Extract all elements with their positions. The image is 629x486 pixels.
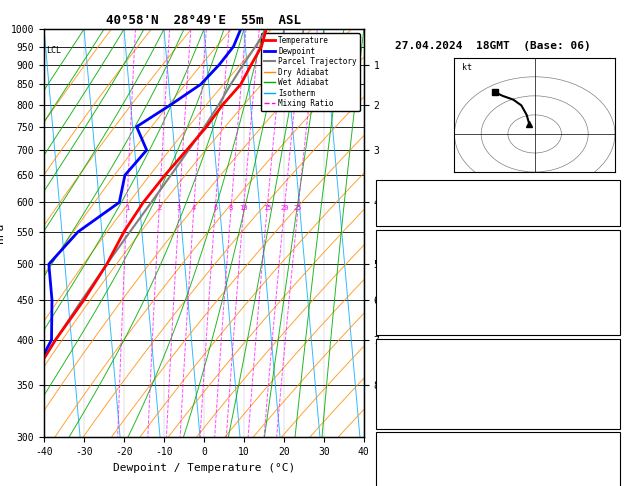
Text: LCL: LCL: [46, 46, 61, 54]
Text: 0: 0: [610, 414, 616, 424]
Text: Pressure (mb): Pressure (mb): [379, 356, 461, 365]
Text: CAPE (J): CAPE (J): [379, 306, 430, 315]
Text: kt: kt: [462, 64, 472, 72]
Text: 4: 4: [610, 183, 616, 192]
Text: 15.6: 15.6: [591, 247, 616, 257]
Y-axis label: km
ASL: km ASL: [396, 233, 413, 255]
Text: 4: 4: [192, 205, 196, 211]
Legend: Temperature, Dewpoint, Parcel Trajectory, Dry Adiabat, Wet Adiabat, Isotherm, Mi: Temperature, Dewpoint, Parcel Trajectory…: [261, 33, 360, 111]
Text: CIN (J): CIN (J): [379, 320, 423, 330]
Text: 20: 20: [280, 205, 289, 211]
Text: 313: 313: [598, 370, 616, 380]
Y-axis label: hPa: hPa: [0, 223, 5, 243]
Text: 27.04.2024  18GMT  (Base: 06): 27.04.2024 18GMT (Base: 06): [396, 41, 591, 52]
Title: 40°58'N  28°49'E  55m  ASL: 40°58'N 28°49'E 55m ASL: [106, 14, 301, 27]
Text: Totals Totals: Totals Totals: [379, 197, 461, 207]
Text: 1.42: 1.42: [591, 212, 616, 222]
Text: K: K: [379, 183, 386, 192]
Text: StmDir: StmDir: [379, 479, 417, 486]
Text: 10: 10: [240, 205, 248, 211]
Text: Dewp (°C): Dewp (°C): [379, 262, 436, 272]
Text: 6: 6: [610, 291, 616, 301]
Text: Hodograph: Hodograph: [470, 435, 526, 445]
Text: 0: 0: [610, 320, 616, 330]
Text: 3: 3: [610, 385, 616, 395]
Text: 800: 800: [598, 356, 616, 365]
Text: 15: 15: [263, 205, 272, 211]
Text: Surface: Surface: [476, 233, 520, 243]
Text: 3: 3: [177, 205, 181, 211]
Text: 140: 140: [598, 464, 616, 474]
Text: EH: EH: [379, 450, 392, 459]
Text: PW (cm): PW (cm): [379, 212, 423, 222]
Text: 6: 6: [213, 205, 218, 211]
Text: θₑ(K): θₑ(K): [379, 277, 411, 286]
Text: 205°: 205°: [591, 479, 616, 486]
Text: 8: 8: [229, 205, 233, 211]
Text: Most Unstable: Most Unstable: [457, 341, 538, 351]
Text: SREH: SREH: [379, 464, 404, 474]
Text: Lifted Index: Lifted Index: [379, 385, 455, 395]
Text: Temp (°C): Temp (°C): [379, 247, 436, 257]
Text: CIN (J): CIN (J): [379, 414, 423, 424]
Text: 46: 46: [604, 197, 616, 207]
X-axis label: Dewpoint / Temperature (°C): Dewpoint / Temperature (°C): [113, 463, 295, 473]
Text: 1: 1: [125, 205, 129, 211]
Text: 9.2: 9.2: [598, 262, 616, 272]
Text: 152: 152: [598, 450, 616, 459]
Text: CAPE (J): CAPE (J): [379, 399, 430, 409]
Text: 2: 2: [157, 205, 161, 211]
Text: θₑ (K): θₑ (K): [379, 370, 417, 380]
Text: 308: 308: [598, 277, 616, 286]
Text: 0: 0: [610, 399, 616, 409]
Text: 25: 25: [294, 205, 303, 211]
Text: 0: 0: [610, 306, 616, 315]
Text: Lifted Index: Lifted Index: [379, 291, 455, 301]
